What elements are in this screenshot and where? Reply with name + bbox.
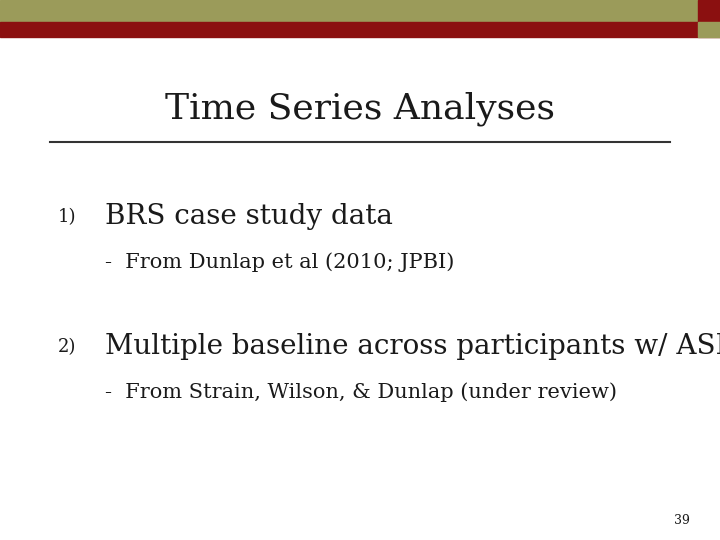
Bar [698,0,720,22]
Text: Multiple baseline across participants w/ ASD: Multiple baseline across participants w/… [105,334,720,361]
Text: 2): 2) [58,338,76,356]
Text: BRS case study data: BRS case study data [105,204,393,231]
Text: -  From Dunlap et al (2010; JPBI): - From Dunlap et al (2010; JPBI) [105,252,454,272]
Text: -  From Strain, Wilson, & Dunlap (under review): - From Strain, Wilson, & Dunlap (under r… [105,382,617,402]
Text: Time Series Analyses: Time Series Analyses [165,92,555,126]
Bar [0,22,720,37]
Text: 39: 39 [674,514,690,526]
Bar [698,22,720,37]
Text: 1): 1) [58,208,76,226]
Bar [0,0,720,22]
